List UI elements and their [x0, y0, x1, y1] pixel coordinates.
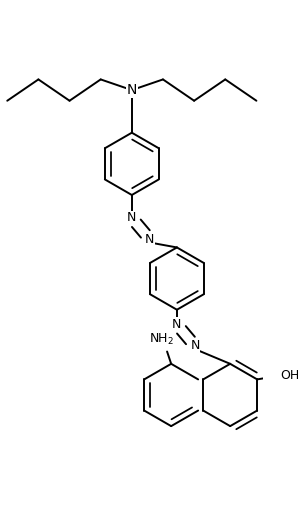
Text: N: N — [145, 233, 155, 246]
Text: N: N — [127, 211, 136, 225]
Text: N: N — [127, 83, 137, 97]
Text: N: N — [190, 339, 200, 352]
Text: NH$_2$: NH$_2$ — [149, 332, 174, 347]
Text: N: N — [172, 318, 181, 331]
Text: OH: OH — [280, 369, 298, 382]
